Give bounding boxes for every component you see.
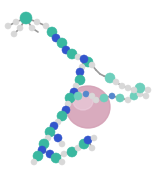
- Ellipse shape: [73, 92, 93, 110]
- Circle shape: [137, 91, 143, 97]
- Circle shape: [34, 19, 40, 25]
- Circle shape: [17, 25, 23, 31]
- Circle shape: [33, 151, 43, 161]
- Circle shape: [83, 57, 93, 67]
- Circle shape: [39, 139, 49, 149]
- Circle shape: [73, 83, 79, 89]
- Circle shape: [67, 147, 77, 157]
- Circle shape: [57, 111, 67, 121]
- Circle shape: [75, 145, 81, 151]
- Circle shape: [5, 23, 11, 29]
- Circle shape: [83, 91, 89, 97]
- Circle shape: [62, 106, 70, 114]
- Circle shape: [80, 55, 88, 63]
- Circle shape: [76, 68, 84, 76]
- Circle shape: [145, 87, 151, 93]
- Circle shape: [52, 34, 60, 42]
- Circle shape: [31, 159, 37, 165]
- Circle shape: [74, 92, 82, 100]
- Circle shape: [119, 83, 125, 89]
- Circle shape: [113, 79, 119, 85]
- Circle shape: [50, 122, 58, 130]
- Circle shape: [65, 101, 71, 107]
- Circle shape: [45, 127, 55, 137]
- Circle shape: [89, 93, 95, 99]
- Circle shape: [43, 23, 49, 29]
- Circle shape: [67, 49, 77, 59]
- Circle shape: [62, 46, 70, 54]
- Circle shape: [46, 150, 54, 158]
- Circle shape: [13, 19, 19, 25]
- Circle shape: [75, 54, 81, 60]
- Circle shape: [61, 151, 67, 157]
- Circle shape: [84, 136, 92, 144]
- Ellipse shape: [66, 86, 110, 128]
- Circle shape: [91, 135, 97, 141]
- Circle shape: [135, 83, 145, 93]
- Circle shape: [57, 38, 67, 48]
- Circle shape: [70, 88, 78, 96]
- Circle shape: [54, 134, 62, 142]
- Circle shape: [89, 145, 95, 151]
- Circle shape: [11, 31, 17, 37]
- Circle shape: [116, 94, 124, 102]
- Circle shape: [51, 153, 61, 163]
- Circle shape: [93, 97, 99, 103]
- Circle shape: [130, 92, 138, 100]
- Circle shape: [109, 93, 115, 99]
- Circle shape: [79, 139, 89, 149]
- Circle shape: [125, 85, 131, 91]
- Circle shape: [131, 87, 137, 93]
- Circle shape: [47, 27, 57, 37]
- Circle shape: [75, 75, 85, 85]
- Circle shape: [105, 73, 115, 83]
- Circle shape: [100, 94, 108, 102]
- Circle shape: [29, 25, 35, 31]
- Circle shape: [59, 159, 65, 165]
- Circle shape: [143, 93, 149, 99]
- Circle shape: [65, 93, 75, 103]
- Circle shape: [20, 12, 32, 24]
- Circle shape: [89, 62, 95, 68]
- Circle shape: [55, 119, 61, 125]
- Circle shape: [45, 135, 51, 141]
- Circle shape: [125, 97, 131, 103]
- Circle shape: [38, 146, 46, 154]
- Circle shape: [79, 64, 85, 70]
- Circle shape: [59, 141, 65, 147]
